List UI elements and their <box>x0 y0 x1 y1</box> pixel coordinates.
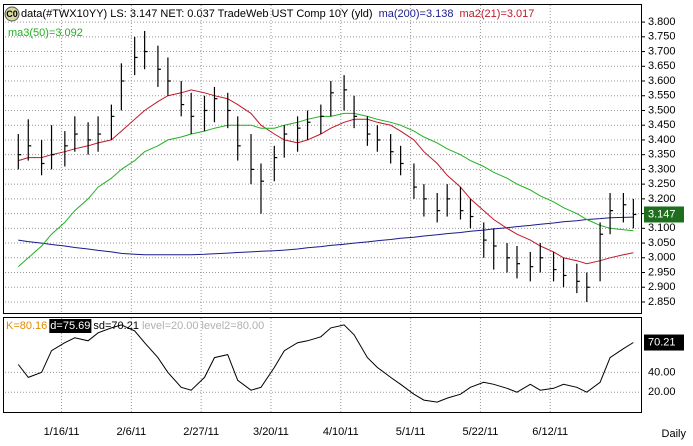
legend-entry: level=20.00 <box>142 320 199 332</box>
legend-entry: ma3(50)=3.092 <box>8 27 83 39</box>
legend-entry: d=75.69 <box>50 320 90 332</box>
y-tick-label: 3.750 <box>648 31 676 43</box>
stochastic-line <box>17 324 634 403</box>
last-value-box <box>644 334 684 351</box>
y-tick-label: 2.900 <box>648 281 676 293</box>
x-tick-label: 5/22/11 <box>462 426 498 438</box>
y-tick-label: 3.000 <box>648 252 676 264</box>
y-tick-label: 2.850 <box>648 296 676 308</box>
y-tick-label: 3.050 <box>648 237 676 249</box>
y-tick-label: 20.00 <box>648 386 676 398</box>
stochastic-panel <box>3 317 642 413</box>
period-label: Daily <box>662 428 687 440</box>
y-tick-label: 2.950 <box>648 266 676 278</box>
moving-average-line <box>18 216 634 256</box>
y-tick-label: 3.550 <box>648 90 676 102</box>
last-value-label: 70.21 <box>648 336 676 348</box>
legend-entry: ma2(21)=3.017 <box>459 8 534 20</box>
x-tick-label: 4/10/11 <box>323 426 359 438</box>
legend-entry: level2=80.00 <box>202 320 265 332</box>
x-tick-label: 1/16/11 <box>44 426 80 438</box>
y-tick-label: 3.400 <box>648 134 676 146</box>
y-tick-label: 40.00 <box>648 366 676 378</box>
price-panel <box>3 4 642 314</box>
last-value-box <box>644 206 684 223</box>
x-tick-label: 6/12/11 <box>532 426 568 438</box>
legend-entry: sd=70.21 <box>93 320 139 332</box>
chart-title: data(#TWX10YY) LS: 3.147 NET: 0.037 Trad… <box>21 8 373 20</box>
y-tick-label: 3.500 <box>648 104 676 116</box>
last-value-label: 3.147 <box>648 208 676 220</box>
x-tick-label: 2/6/11 <box>116 426 146 438</box>
y-tick-label: 3.100 <box>648 222 676 234</box>
y-tick-label: 3.350 <box>648 149 676 161</box>
y-tick-label: 3.800 <box>648 16 676 28</box>
y-tick-label: 3.250 <box>648 178 676 190</box>
y-tick-label: 3.600 <box>648 75 676 87</box>
icon-label: C0 <box>6 9 18 19</box>
y-tick-label: 3.700 <box>648 45 676 57</box>
y-tick-label: 3.450 <box>648 119 676 131</box>
x-tick-label: 5/1/11 <box>396 426 426 438</box>
legend-entry: K=80.16 <box>6 320 47 332</box>
y-tick-label: 3.650 <box>648 60 676 72</box>
y-tick-label: 3.200 <box>648 193 676 205</box>
legend-box <box>49 319 92 333</box>
legend-entry: ma(200)=3.138 <box>379 8 454 20</box>
moving-average-line <box>18 89 634 265</box>
x-tick-label: 2/27/11 <box>183 426 219 438</box>
moving-average-line <box>17 112 634 267</box>
y-tick-label: 3.300 <box>648 163 676 175</box>
x-tick-label: 3/20/11 <box>253 426 289 438</box>
icon <box>4 6 20 22</box>
